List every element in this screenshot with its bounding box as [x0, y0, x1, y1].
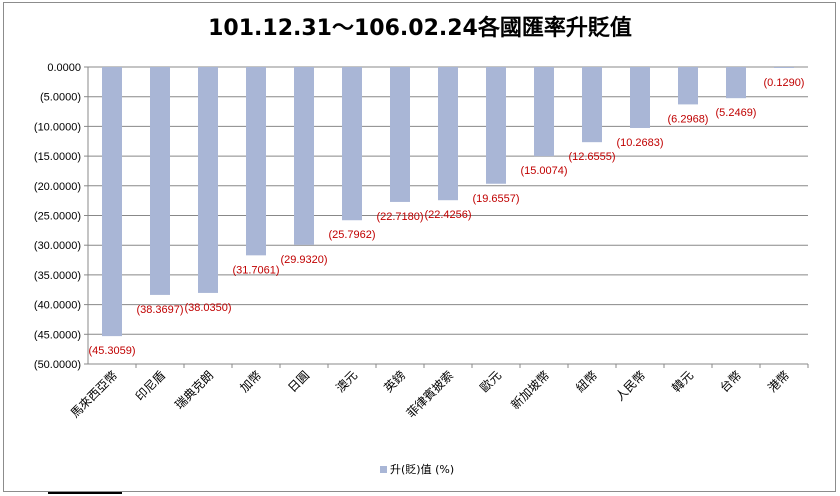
- bar: [582, 67, 602, 143]
- legend-swatch: [380, 465, 387, 473]
- bar: [342, 67, 362, 221]
- y-tick-label: (5.0000): [40, 92, 81, 104]
- category-label: 英鎊: [381, 368, 409, 396]
- legend-label: 升(貶)值 (%): [390, 463, 455, 476]
- category-label: 人民幣: [613, 368, 648, 403]
- category-label: 歐元: [477, 368, 505, 396]
- bar: [246, 67, 266, 256]
- bar: [678, 67, 698, 105]
- bottom-mark: [48, 492, 122, 494]
- y-tick-label: (30.0000): [34, 240, 81, 252]
- category-label: 台幣: [717, 368, 745, 396]
- data-label: (38.0350): [184, 302, 231, 314]
- data-label: (10.2683): [616, 137, 663, 149]
- data-label: (22.4256): [424, 209, 471, 221]
- category-label: 紐幣: [573, 368, 600, 395]
- bar: [438, 67, 458, 201]
- legend: 升(貶)值 (%): [380, 462, 454, 476]
- y-tick-label: (45.0000): [34, 329, 81, 341]
- data-label: (38.3697): [136, 304, 183, 316]
- data-label: (19.6557): [472, 193, 519, 205]
- y-tick-label: (15.0000): [34, 151, 81, 163]
- data-label: (15.0074): [520, 165, 567, 177]
- bar: [726, 67, 746, 99]
- y-tick-label: 0.0000: [47, 62, 81, 74]
- data-label: (0.1290): [764, 77, 805, 89]
- bar: [486, 67, 506, 184]
- data-labels: (45.3059) (38.3697) (38.0350) (31.7061)(29.…: [88, 77, 804, 357]
- y-tick-label: (50.0000): [34, 359, 81, 371]
- data-label: (22.7180): [376, 211, 423, 223]
- data-label: (12.6555): [568, 151, 615, 163]
- category-label: 韓元: [669, 368, 696, 395]
- bar: [534, 67, 554, 157]
- data-label: (5.2469): [716, 107, 757, 119]
- y-tick-label: (40.0000): [34, 300, 81, 312]
- chart-title: 101.12.31～106.02.24各國匯率升貶值: [208, 16, 632, 41]
- bar: [150, 67, 170, 295]
- category-label: 日圓: [285, 368, 312, 395]
- data-label: (6.2968): [668, 113, 709, 125]
- bars: [102, 67, 794, 337]
- category-label: 菲律賓披索: [403, 368, 456, 421]
- category-label: 印尼盾: [133, 368, 168, 403]
- category-label: 馬來西亞幣: [68, 368, 120, 420]
- data-label: (31.7061): [232, 264, 279, 276]
- y-axis: 0.0000 (5.0000) (10.0000) (15.0000) (20.0000…: [34, 62, 89, 371]
- category-label: 瑞典克朗: [172, 368, 216, 412]
- bar: [102, 67, 122, 337]
- data-label: (25.7962): [328, 229, 375, 241]
- y-tick-label: (20.0000): [34, 181, 81, 193]
- data-label: (45.3059): [88, 345, 135, 357]
- y-tick-label: (25.0000): [34, 211, 81, 223]
- category-label: 港幣: [765, 368, 792, 395]
- bar: [294, 67, 314, 245]
- category-label: 加幣: [237, 368, 264, 395]
- bar: [198, 67, 218, 293]
- data-label: (29.9320): [280, 254, 327, 266]
- bar: [630, 67, 650, 128]
- y-tick-label: (35.0000): [34, 270, 81, 282]
- category-label: 澳元: [333, 368, 360, 395]
- bar: [390, 67, 410, 202]
- y-tick-label: (10.0000): [34, 121, 81, 133]
- category-label: 新加坡幣: [508, 368, 553, 413]
- bar: [774, 67, 794, 68]
